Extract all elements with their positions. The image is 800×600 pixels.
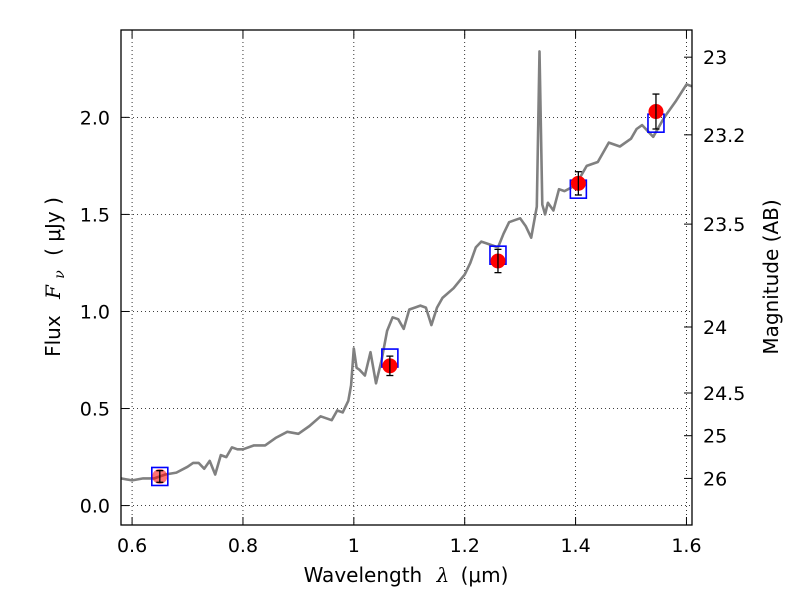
right-tick-label: 23.5 (703, 214, 745, 236)
y-axis-ticks: 0.0 0.5 1.0 1.5 2.0 (80, 107, 129, 518)
grid-lines (121, 30, 692, 525)
right-tick-label: 25 (703, 426, 727, 448)
right-tick-label: 23.2 (703, 125, 745, 147)
right-tick-label: 24.5 (703, 383, 745, 405)
x-tick-label: 1.4 (560, 535, 590, 557)
right-tick-label: 24 (703, 317, 727, 339)
y-tick-label: 0.5 (80, 399, 110, 421)
right-tick-label: 26 (703, 468, 727, 490)
y-axis-label: Flux F ν ( μJy ) (41, 197, 69, 357)
model-square-marker (151, 466, 169, 487)
x-tick-label: 0.8 (228, 535, 258, 557)
y-tick-label: 1.0 (80, 301, 110, 323)
model-points-layer (151, 113, 665, 487)
x-axis-label: Wavelength λ (μm) (304, 563, 509, 587)
right-tick-label: 23 (703, 47, 727, 69)
plot-frame (120, 29, 693, 526)
right-axis-ticks: 23 23.2 23.5 24 24.5 25 26 (684, 47, 745, 490)
x-tick-label: 1 (348, 535, 360, 557)
y-tick-label: 0.0 (80, 496, 110, 518)
x-tick-label: 0.6 (117, 535, 147, 557)
x-tick-label: 1.6 (671, 535, 701, 557)
spectrum-line (120, 50, 693, 482)
y-tick-label: 1.5 (80, 204, 110, 226)
y-tick-label: 2.0 (80, 107, 110, 129)
spectrum-layer (120, 50, 693, 482)
right-axis-label: Magnitude (AB) (759, 199, 783, 354)
observed-points-layer (152, 93, 664, 484)
x-axis-ticks: 0.6 0.8 1 1.2 1.4 1.6 (117, 30, 702, 557)
x-tick-label: 1.2 (450, 535, 480, 557)
